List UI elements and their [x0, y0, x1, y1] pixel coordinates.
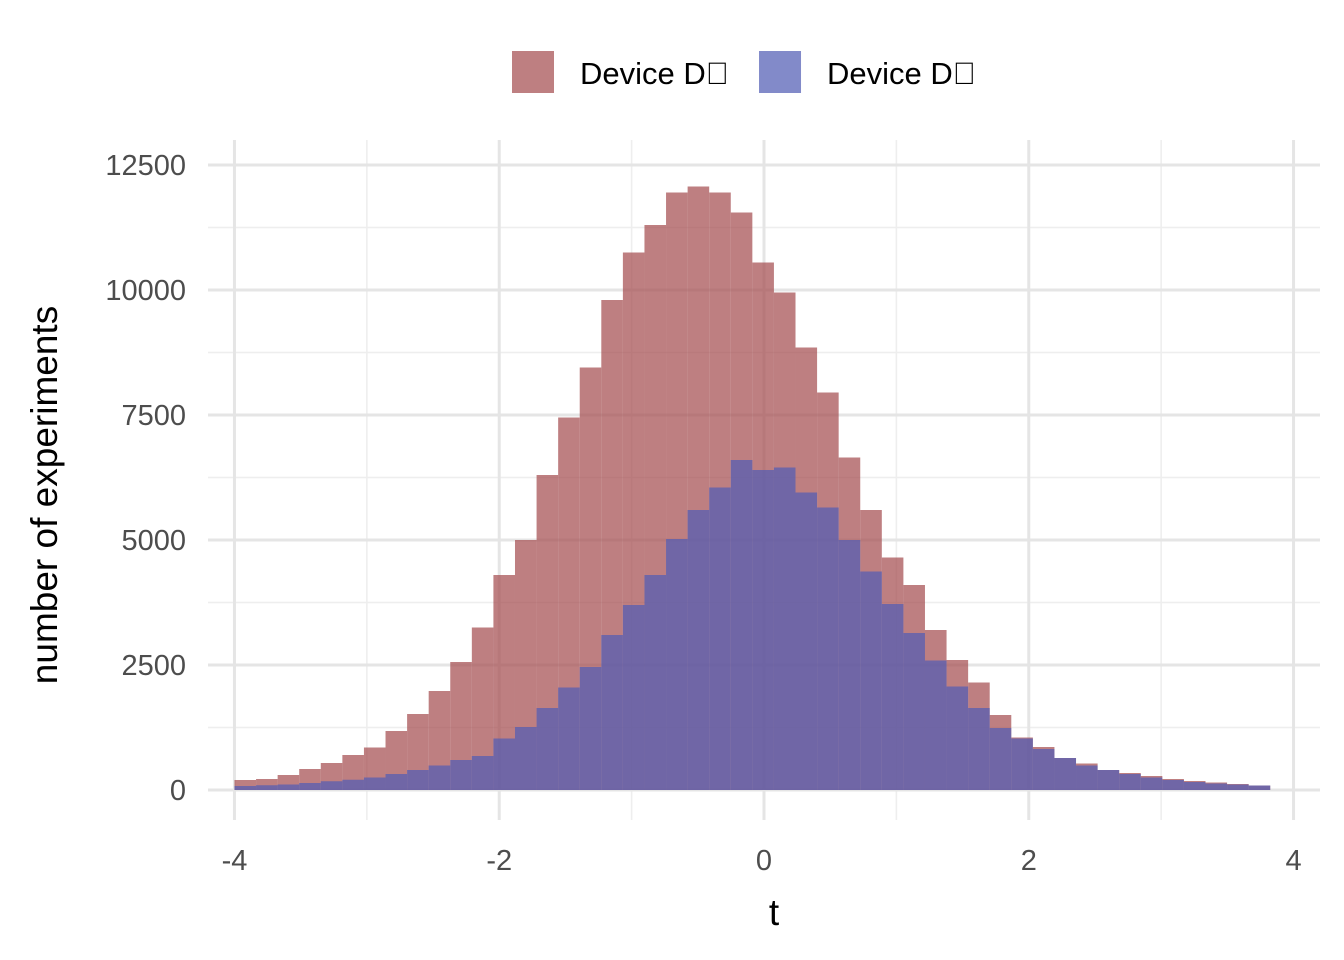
x-axis-title: t: [769, 892, 780, 933]
y-tick-label: 5000: [121, 525, 186, 557]
y-tick-label: 0: [170, 775, 186, 807]
bar: [1205, 783, 1228, 790]
bar: [924, 660, 947, 790]
y-tick-label: 2500: [121, 650, 186, 682]
legend: Device D  Device D : [512, 51, 976, 93]
bar: [881, 604, 904, 790]
bar: [320, 781, 343, 790]
bar: [428, 765, 451, 790]
legend-label: Device D : [580, 56, 729, 91]
bar: [1162, 780, 1184, 790]
bar: [342, 779, 364, 790]
y-tick-label: 12500: [105, 150, 186, 182]
bar: [666, 539, 688, 790]
bar: [385, 774, 408, 790]
bar: [256, 785, 278, 790]
bar: [256, 779, 278, 790]
bar: [687, 510, 710, 790]
bar: [709, 487, 731, 790]
bar: [234, 786, 257, 790]
histogram-bars: [234, 186, 1271, 790]
bar: [514, 727, 537, 790]
x-tick-label: 0: [756, 845, 772, 877]
y-axis-title: number of experiments: [24, 306, 65, 684]
legend-swatch: [512, 51, 554, 93]
bar: [730, 460, 753, 790]
x-tick-label: 2: [1021, 845, 1037, 877]
bar: [622, 605, 645, 790]
bar: [558, 687, 580, 790]
bar: [234, 780, 257, 790]
bar: [1119, 774, 1141, 790]
bar: [277, 784, 300, 790]
bar: [450, 662, 472, 790]
bar: [968, 708, 990, 790]
bar: [1076, 765, 1098, 790]
legend-swatch: [759, 51, 802, 93]
bar: [536, 708, 559, 790]
bar: [644, 575, 667, 790]
bar: [1227, 784, 1249, 790]
legend-label: Device D : [827, 56, 976, 91]
series-2-bars: [234, 460, 1271, 790]
bar: [1097, 770, 1120, 790]
bar: [1054, 758, 1077, 790]
bar: [299, 783, 321, 790]
bar: [428, 691, 451, 790]
bar: [903, 633, 925, 790]
bar: [1183, 782, 1206, 790]
bar: [1140, 777, 1163, 790]
bar: [1248, 785, 1271, 790]
legend-item-2: Device D : [759, 51, 976, 93]
bar: [860, 571, 882, 790]
bar: [817, 507, 839, 790]
bar: [773, 467, 796, 790]
x-tick-label: 4: [1285, 845, 1301, 877]
bar: [601, 635, 623, 790]
bar: [579, 667, 602, 790]
bar: [1011, 738, 1033, 790]
bar: [471, 627, 494, 790]
bar: [989, 728, 1012, 790]
bar: [752, 470, 774, 790]
legend-item-1: Device D : [512, 51, 729, 93]
y-tick-label: 10000: [105, 275, 186, 307]
bar: [471, 756, 494, 790]
bar: [450, 760, 472, 790]
x-tick-label: -2: [486, 845, 512, 877]
bar: [363, 777, 386, 790]
bar: [493, 738, 515, 790]
bar: [795, 492, 818, 790]
x-tick-label: -4: [222, 845, 248, 877]
y-tick-label: 7500: [121, 400, 186, 432]
bar: [407, 770, 429, 790]
bar: [838, 540, 861, 790]
x-axis-ticks: -4 -2 0 2 4: [222, 845, 1302, 877]
bar: [946, 686, 969, 790]
bar: [493, 575, 515, 790]
y-axis-ticks: 0 2500 5000 7500 10000 12500: [105, 150, 186, 807]
bar: [1032, 749, 1055, 790]
